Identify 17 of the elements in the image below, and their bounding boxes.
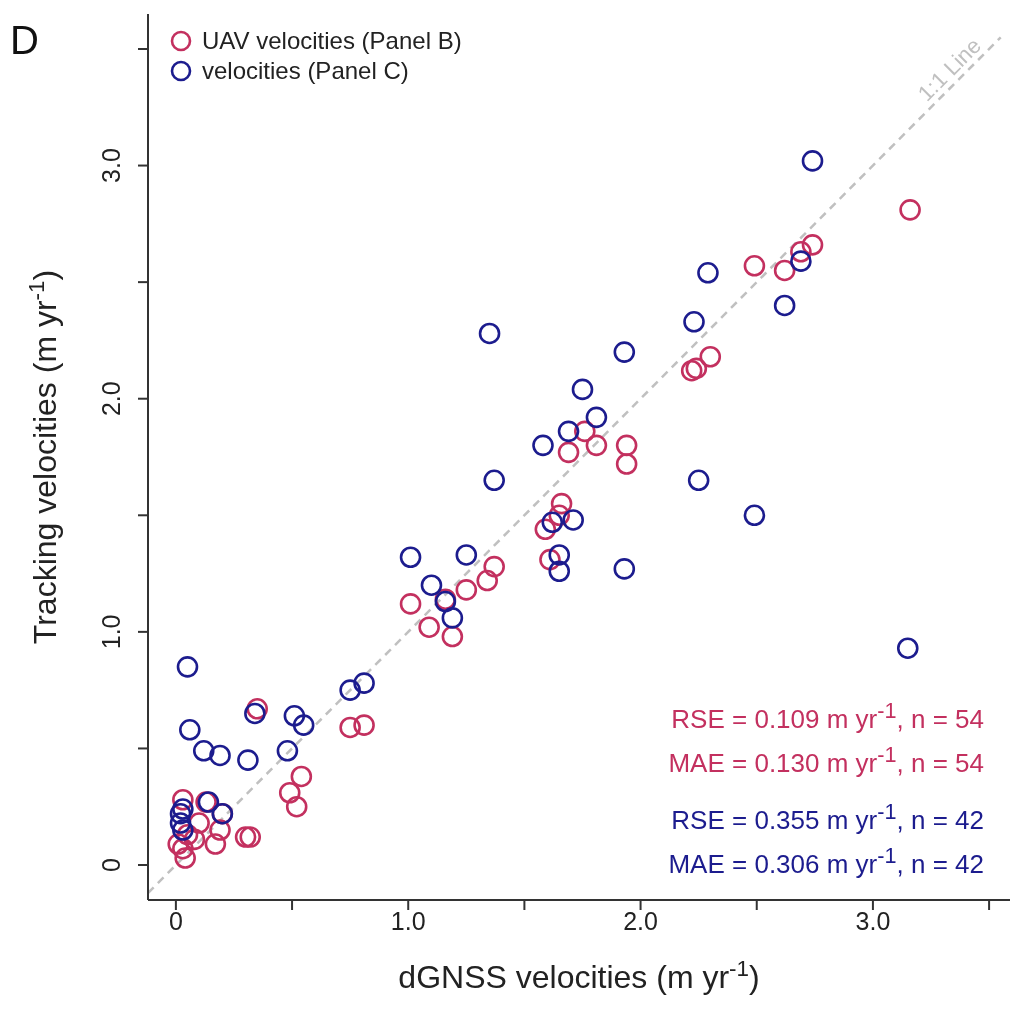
annotation: MAE = 0.306 m yr$^{-1}$, n = 42 — [668, 841, 984, 881]
annotation: MAE = 0.130 m yr$^{-1}$, n = 54 — [668, 740, 984, 780]
y-tick-label: 3.0 — [97, 148, 125, 183]
legend-label: UAV velocities (Panel B) — [202, 26, 462, 56]
y-tick-label: 1.0 — [97, 614, 125, 650]
x-tick-label: 0 — [168, 906, 183, 935]
annotation: RSE = 0.355 m yr$^{-1}$, n = 42 — [670, 798, 984, 837]
text: D — [10, 18, 39, 63]
text: 1:1 Line — [912, 33, 986, 107]
x-axis-title: dGNSS velocities (m yr$^{-1}$) — [398, 955, 760, 995]
y-tick-label: 0 — [97, 858, 125, 872]
x-tick-label: 3.0 — [855, 906, 891, 935]
legend-label: velocities (Panel C) — [202, 56, 409, 86]
x-tick-label: 2.0 — [623, 906, 658, 935]
x-tick-label: 1.0 — [390, 906, 426, 935]
y-tick-label: 2.0 — [97, 381, 125, 417]
annotation: RSE = 0.109 m yr$^{-1}$, n = 54 — [670, 697, 984, 736]
